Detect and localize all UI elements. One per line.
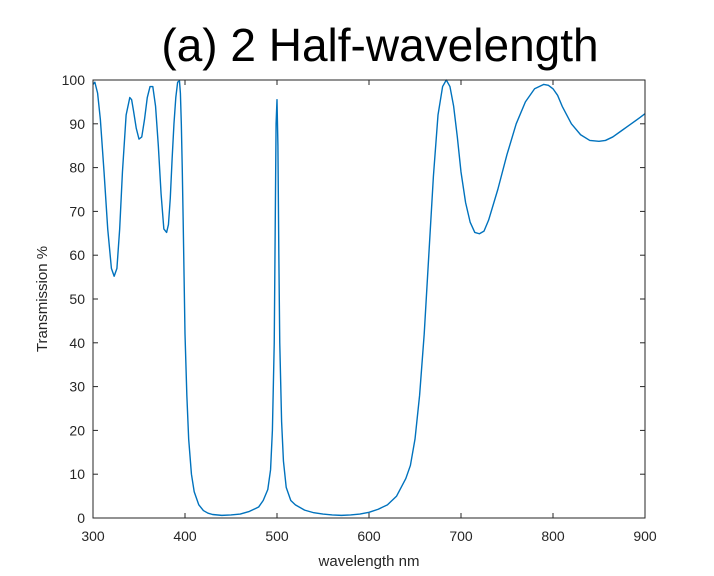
x-axis-label: wavelength nm	[318, 553, 420, 570]
y-tick-label: 10	[69, 466, 85, 482]
y-tick-label: 100	[62, 72, 86, 88]
y-tick-label: 40	[69, 335, 85, 351]
x-tick-label: 900	[633, 528, 657, 544]
series-line-0	[92, 79, 646, 517]
axes-box	[92, 79, 646, 519]
chart-title: (a) 2 Half-wavelength	[161, 19, 599, 71]
plot-area	[93, 80, 645, 518]
x-tick-label: 800	[541, 528, 565, 544]
x-tick-label: 400	[173, 528, 197, 544]
y-tick-label: 20	[69, 422, 85, 438]
y-tick-label: 80	[69, 160, 85, 176]
x-tick-label: 600	[357, 528, 381, 544]
y-axis-label: Transmission %	[34, 246, 51, 352]
x-tick-label: 700	[449, 528, 473, 544]
y-tick-label: 70	[69, 203, 85, 219]
y-tick-label: 30	[69, 379, 85, 395]
y-tick-label: 60	[69, 247, 85, 263]
y-tick-label: 0	[77, 510, 85, 526]
y-tick-label: 50	[69, 291, 85, 307]
y-tick-label: 90	[69, 116, 85, 132]
x-tick-label: 500	[265, 528, 289, 544]
x-tick-label: 300	[81, 528, 105, 544]
